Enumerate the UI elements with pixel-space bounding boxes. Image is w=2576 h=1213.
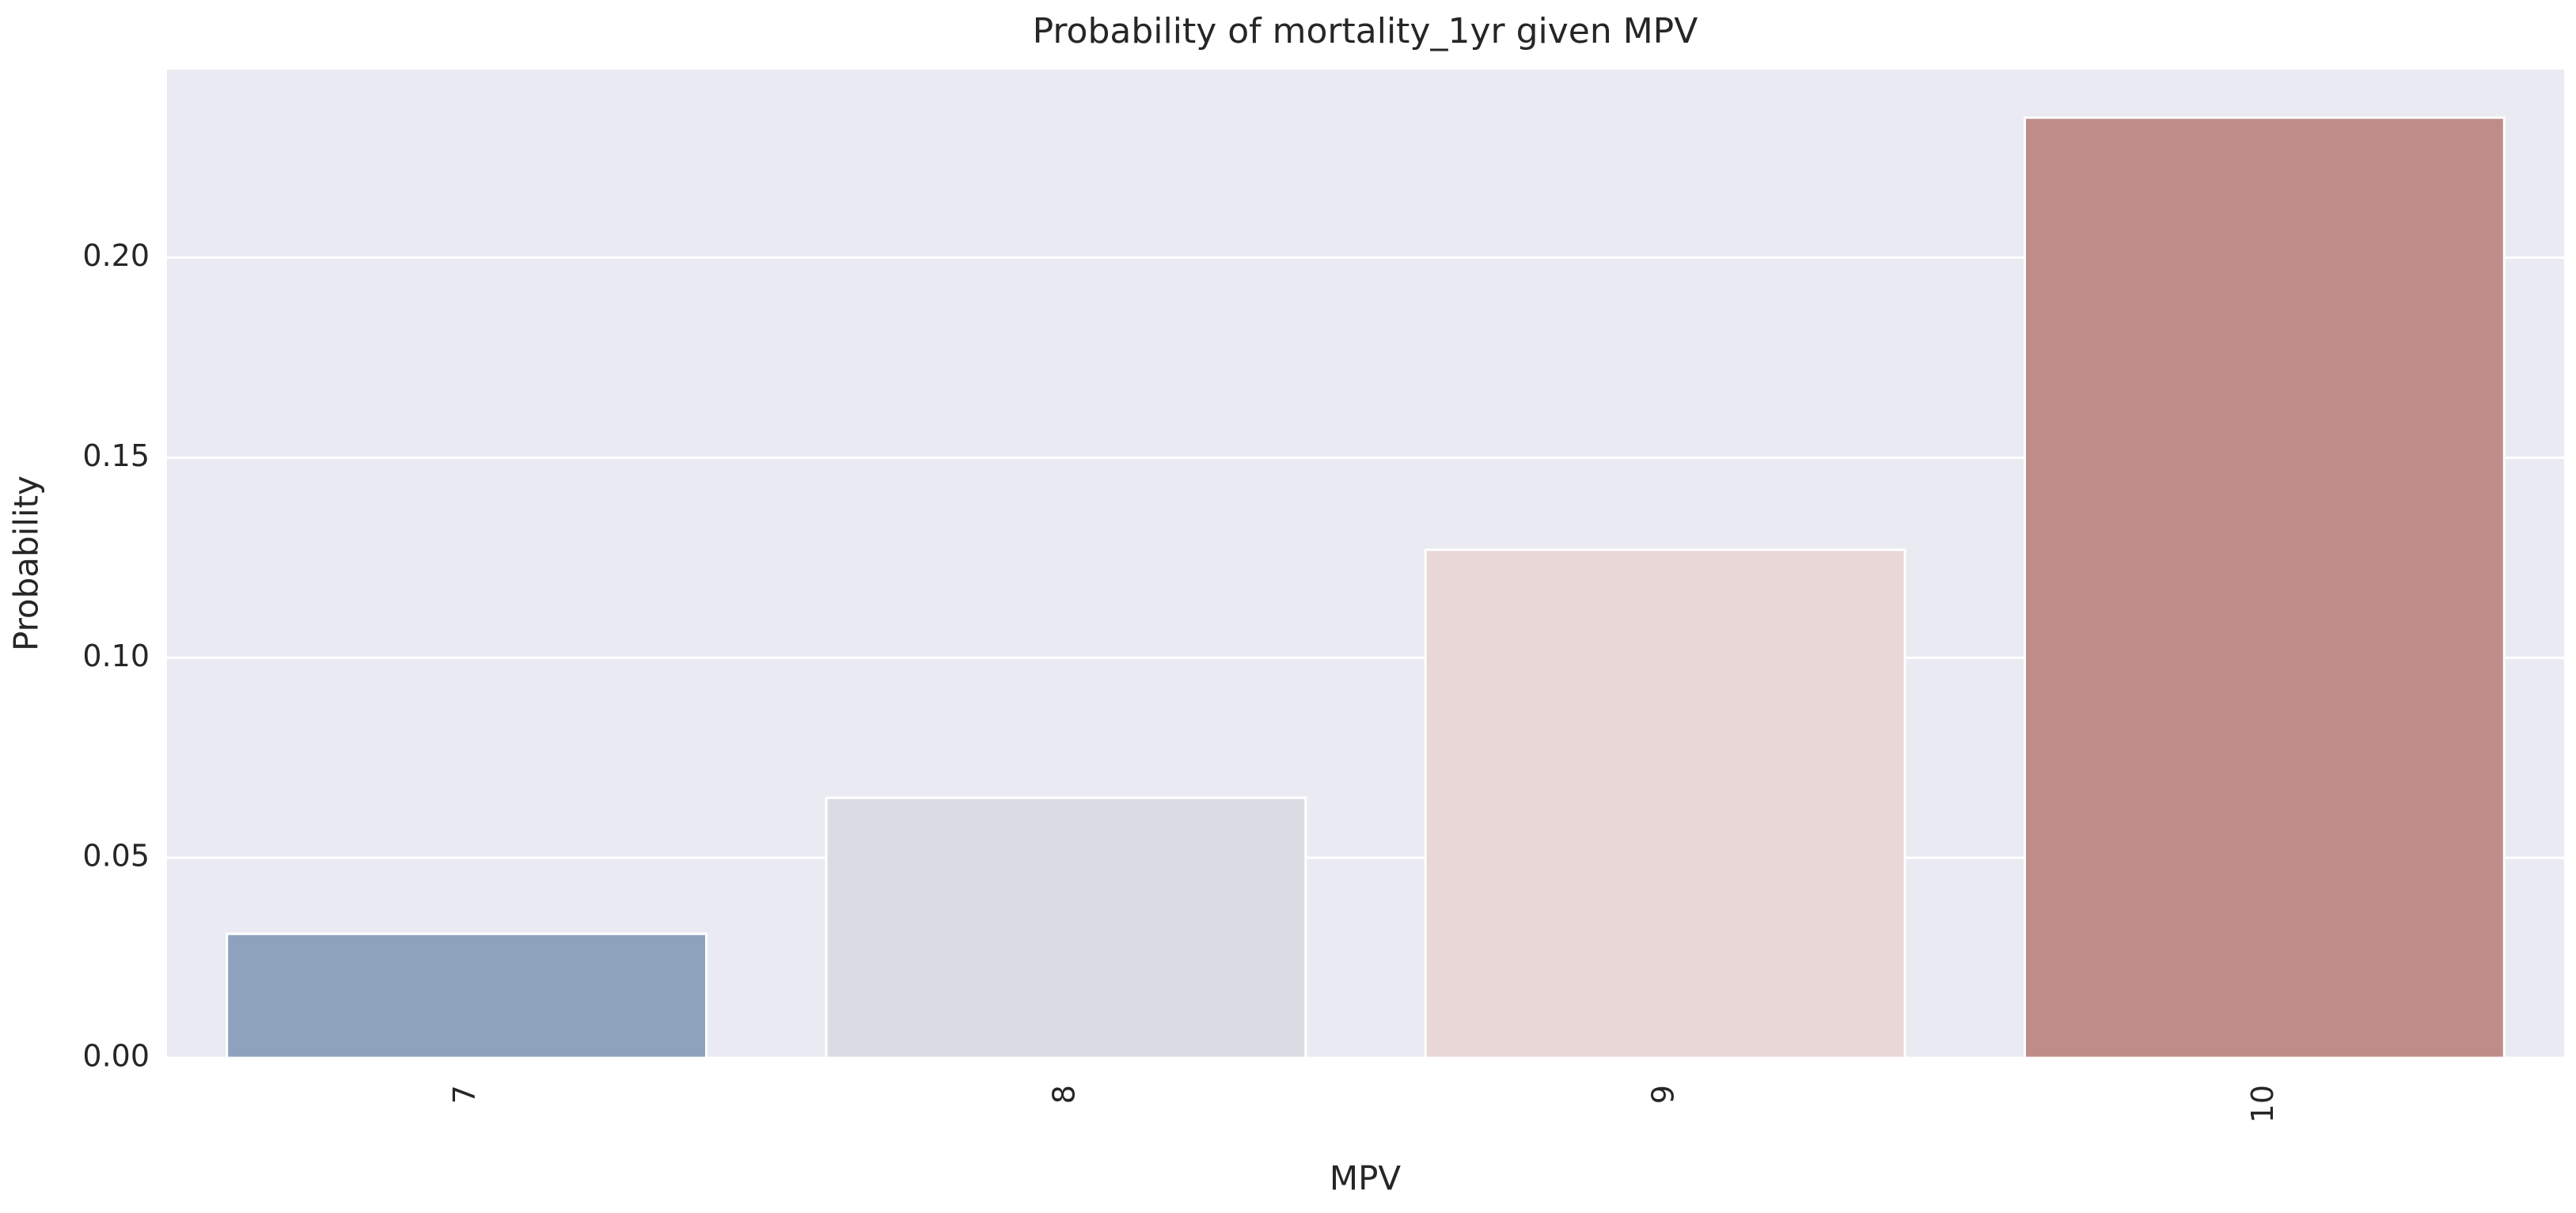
y-tick-label: 0.00 <box>82 1039 150 1074</box>
bar <box>226 932 708 1059</box>
x-tick-label: 10 <box>2245 1085 2280 1123</box>
y-tick-label: 0.15 <box>82 438 150 473</box>
x-tick-label: 9 <box>1646 1085 1681 1104</box>
y-tick-label: 0.05 <box>82 839 150 874</box>
bar <box>2023 116 2506 1059</box>
bar <box>825 796 1307 1059</box>
x-tick-label: 7 <box>447 1085 482 1104</box>
y-tick-label: 0.20 <box>82 238 150 273</box>
bar <box>1424 548 1906 1059</box>
y-tick-label: 0.10 <box>82 639 150 673</box>
x-axis-label: MPV <box>1330 1159 1402 1198</box>
y-axis-label: Probability <box>7 476 46 651</box>
chart-title: Probability of mortality_1yr given MPV <box>1033 11 1698 51</box>
x-tick-label: 8 <box>1046 1085 1081 1104</box>
